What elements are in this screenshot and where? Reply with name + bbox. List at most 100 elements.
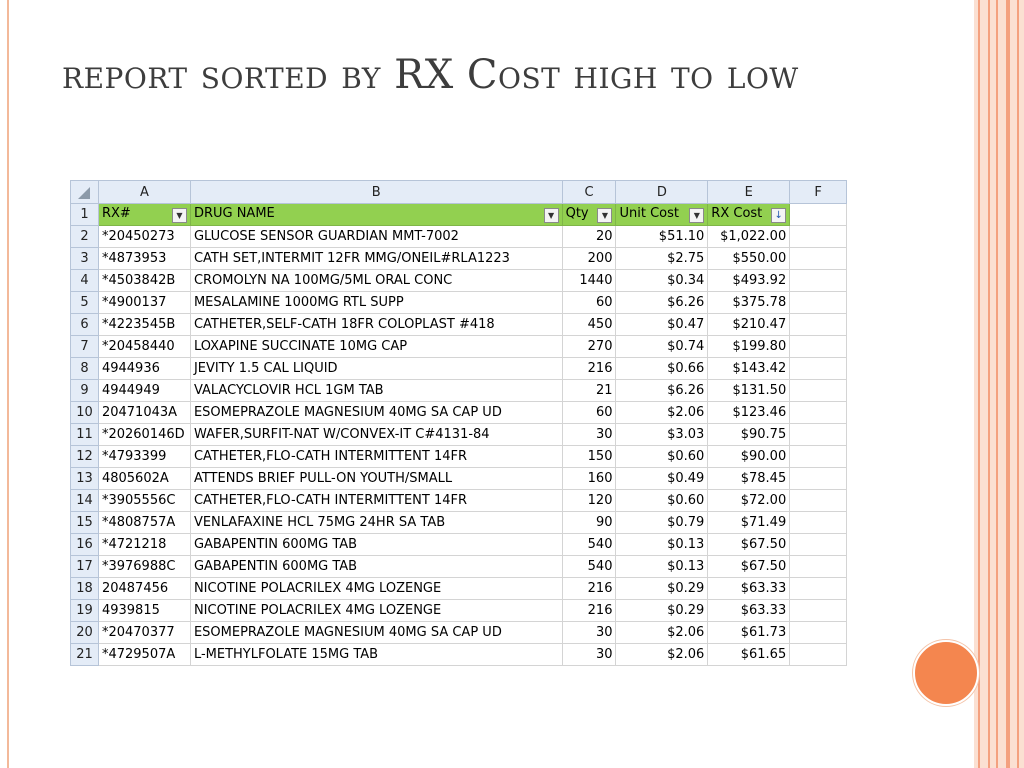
- header-qty[interactable]: Qty ▼: [561, 203, 617, 226]
- cell-rx-number[interactable]: *4223545B: [97, 313, 191, 336]
- empty-cell[interactable]: [789, 643, 847, 666]
- cell-unit-cost[interactable]: $2.75: [615, 247, 709, 270]
- cell-rx-number[interactable]: 4805602A: [97, 467, 191, 490]
- cell-unit-cost[interactable]: $0.34: [615, 269, 709, 292]
- cell-drug-name[interactable]: NICOTINE POLACRILEX 4MG LOZENGE: [189, 599, 563, 622]
- cell-qty[interactable]: 160: [561, 467, 617, 490]
- cell-drug-name[interactable]: NICOTINE POLACRILEX 4MG LOZENGE: [189, 577, 563, 600]
- cell-unit-cost[interactable]: $0.66: [615, 357, 709, 380]
- row-number[interactable]: 21: [70, 643, 99, 666]
- cell-drug-name[interactable]: CATHETER,FLO-CATH INTERMITTENT 14FR: [189, 445, 563, 468]
- cell-unit-cost[interactable]: $0.29: [615, 577, 709, 600]
- row-number[interactable]: 12: [70, 445, 99, 468]
- cell-rx-cost[interactable]: $550.00: [707, 247, 791, 270]
- column-letter[interactable]: A: [97, 180, 191, 204]
- row-number[interactable]: 5: [70, 291, 99, 314]
- empty-cell[interactable]: [789, 445, 847, 468]
- cell-unit-cost[interactable]: $0.47: [615, 313, 709, 336]
- cell-rx-number[interactable]: *4503842B: [97, 269, 191, 292]
- cell-drug-name[interactable]: WAFER,SURFIT-NAT W/CONVEX-IT C#4131-84: [189, 423, 563, 446]
- cell-unit-cost[interactable]: $0.49: [615, 467, 709, 490]
- cell-qty[interactable]: 216: [561, 577, 617, 600]
- cell-qty[interactable]: 216: [561, 357, 617, 380]
- row-number[interactable]: 16: [70, 533, 99, 556]
- cell-rx-number[interactable]: 4944936: [97, 357, 191, 380]
- empty-cell[interactable]: [789, 577, 847, 600]
- cell-drug-name[interactable]: CATHETER,SELF-CATH 18FR COLOPLAST #418: [189, 313, 563, 336]
- cell-rx-number[interactable]: *20450273: [97, 225, 191, 248]
- cell-drug-name[interactable]: ATTENDS BRIEF PULL-ON YOUTH/SMALL: [189, 467, 563, 490]
- header-rx-number[interactable]: RX# ▼: [97, 203, 191, 226]
- cell-rx-cost[interactable]: $199.80: [707, 335, 791, 358]
- cell-rx-number[interactable]: *3976988C: [97, 555, 191, 578]
- row-number[interactable]: 4: [70, 269, 99, 292]
- cell-qty[interactable]: 150: [561, 445, 617, 468]
- cell-rx-cost[interactable]: $78.45: [707, 467, 791, 490]
- cell-unit-cost[interactable]: $0.60: [615, 445, 709, 468]
- row-number[interactable]: 8: [70, 357, 99, 380]
- empty-cell[interactable]: [789, 533, 847, 556]
- cell-drug-name[interactable]: GABAPENTIN 600MG TAB: [189, 533, 563, 556]
- empty-cell[interactable]: [789, 225, 847, 248]
- cell-drug-name[interactable]: VENLAFAXINE HCL 75MG 24HR SA TAB: [189, 511, 563, 534]
- cell-unit-cost[interactable]: $0.29: [615, 599, 709, 622]
- cell-drug-name[interactable]: LOXAPINE SUCCINATE 10MG CAP: [189, 335, 563, 358]
- cell-unit-cost[interactable]: $0.74: [615, 335, 709, 358]
- row-number[interactable]: 14: [70, 489, 99, 512]
- row-number[interactable]: 20: [70, 621, 99, 644]
- cell-qty[interactable]: 20: [561, 225, 617, 248]
- column-letter[interactable]: E: [707, 180, 791, 204]
- cell-qty[interactable]: 60: [561, 401, 617, 424]
- cell-rx-number[interactable]: 4944949: [97, 379, 191, 402]
- row-number[interactable]: 9: [70, 379, 99, 402]
- empty-cell[interactable]: [789, 621, 847, 644]
- row-number[interactable]: 11: [70, 423, 99, 446]
- cell-unit-cost[interactable]: $0.60: [615, 489, 709, 512]
- cell-qty[interactable]: 21: [561, 379, 617, 402]
- cell-drug-name[interactable]: CATH SET,INTERMIT 12FR MMG/ONEIL#RLA1223: [189, 247, 563, 270]
- cell-unit-cost[interactable]: $51.10: [615, 225, 709, 248]
- cell-rx-cost[interactable]: $143.42: [707, 357, 791, 380]
- empty-cell[interactable]: [789, 247, 847, 270]
- filter-dropdown-icon[interactable]: ▼: [543, 208, 559, 223]
- cell-rx-cost[interactable]: $90.75: [707, 423, 791, 446]
- cell-rx-number[interactable]: *4808757A: [97, 511, 191, 534]
- cell-rx-cost[interactable]: $71.49: [707, 511, 791, 534]
- column-letter[interactable]: D: [615, 180, 709, 204]
- empty-cell[interactable]: [789, 269, 847, 292]
- row-number[interactable]: 18: [70, 577, 99, 600]
- row-number[interactable]: 19: [70, 599, 99, 622]
- cell-qty[interactable]: 450: [561, 313, 617, 336]
- empty-cell[interactable]: [789, 401, 847, 424]
- row-number[interactable]: 15: [70, 511, 99, 534]
- cell-drug-name[interactable]: CATHETER,FLO-CATH INTERMITTENT 14FR: [189, 489, 563, 512]
- cell-rx-number[interactable]: *20470377: [97, 621, 191, 644]
- cell-rx-number[interactable]: *20260146D: [97, 423, 191, 446]
- filter-dropdown-icon[interactable]: ▼: [689, 208, 705, 223]
- cell-drug-name[interactable]: MESALAMINE 1000MG RTL SUPP: [189, 291, 563, 314]
- cell-unit-cost[interactable]: $0.13: [615, 533, 709, 556]
- cell-unit-cost[interactable]: $2.06: [615, 643, 709, 666]
- cell-unit-cost[interactable]: $0.79: [615, 511, 709, 534]
- empty-cell[interactable]: [789, 599, 847, 622]
- cell-rx-cost[interactable]: $61.73: [707, 621, 791, 644]
- cell-rx-cost[interactable]: $131.50: [707, 379, 791, 402]
- cell-rx-number[interactable]: *4721218: [97, 533, 191, 556]
- row-number[interactable]: 17: [70, 555, 99, 578]
- column-letter[interactable]: F: [789, 180, 847, 204]
- cell-qty[interactable]: 30: [561, 643, 617, 666]
- cell-qty[interactable]: 60: [561, 291, 617, 314]
- empty-cell[interactable]: [789, 335, 847, 358]
- sort-descending-filter-icon[interactable]: ↓: [771, 208, 787, 223]
- cell-rx-number[interactable]: *4729507A: [97, 643, 191, 666]
- cell-drug-name[interactable]: ESOMEPRAZOLE MAGNESIUM 40MG SA CAP UD: [189, 401, 563, 424]
- cell-drug-name[interactable]: ESOMEPRAZOLE MAGNESIUM 40MG SA CAP UD: [189, 621, 563, 644]
- cell-rx-cost[interactable]: $67.50: [707, 555, 791, 578]
- cell-rx-cost[interactable]: $210.47: [707, 313, 791, 336]
- row-number[interactable]: 13: [70, 467, 99, 490]
- cell-rx-cost[interactable]: $63.33: [707, 599, 791, 622]
- cell-unit-cost[interactable]: $6.26: [615, 379, 709, 402]
- column-letter[interactable]: B: [189, 180, 563, 204]
- empty-cell[interactable]: [789, 511, 847, 534]
- cell-rx-cost[interactable]: $67.50: [707, 533, 791, 556]
